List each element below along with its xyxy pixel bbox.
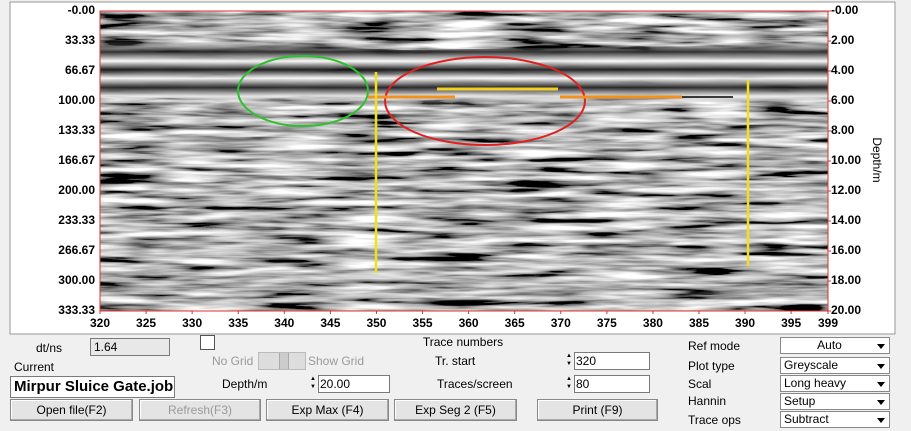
x-tick-label: 350 <box>366 316 386 330</box>
x-tick-label: 380 <box>643 316 663 330</box>
x-tick-label: 385 <box>689 316 709 330</box>
label: Plot type <box>688 359 735 373</box>
dropdown[interactable]: Auto <box>780 337 890 354</box>
label: Scal <box>688 377 711 391</box>
label: Current <box>14 360 54 374</box>
x-tick-label: 320 <box>90 316 110 330</box>
y-tick-label: 233.33 <box>58 213 95 227</box>
x-tick-label: 370 <box>551 316 571 330</box>
x-tick-label: 355 <box>413 316 433 330</box>
x-tick-label: 345 <box>320 316 340 330</box>
spinner[interactable]: ▲▼ <box>310 375 317 392</box>
x-tick-label: 375 <box>597 316 617 330</box>
slider[interactable] <box>258 352 306 370</box>
x-tick-label: 335 <box>228 316 248 330</box>
x-tick-label: 340 <box>274 316 294 330</box>
app-window: Trace numbers Depth/m -0.00 33.33 66.67 100… <box>0 0 911 431</box>
y-tick-label: 200.00 <box>58 183 95 197</box>
button[interactable]: Exp Max (F4) <box>266 399 389 421</box>
y-tick-label: -0.00 <box>68 3 96 17</box>
button[interactable]: Open file(F2) <box>10 399 133 421</box>
x-tick-label: 325 <box>136 316 156 330</box>
y-tick-label: 300.00 <box>58 273 95 287</box>
x-tick-label: 395 <box>781 316 801 330</box>
spinner[interactable]: ▲▼ <box>566 375 573 392</box>
label: Tr. start <box>435 354 475 368</box>
y-tick-label: 33.33 <box>65 33 95 47</box>
y-tick-label: -0.00 <box>831 3 859 17</box>
y-tick-label: 12.00 <box>831 183 861 197</box>
spinner[interactable]: ▲▼ <box>566 352 573 369</box>
x-tick-label: 365 <box>505 316 525 330</box>
text-field: 1.64 <box>90 338 170 356</box>
x-tick-label: 390 <box>735 316 755 330</box>
label: Depth/m <box>222 377 267 391</box>
y-tick-label: 14.00 <box>831 213 861 227</box>
y-tick-label: 2.00 <box>831 33 855 47</box>
y-tick-label: 10.00 <box>831 153 861 167</box>
label: Show Grid <box>308 354 364 368</box>
x-tick-label: 399 <box>818 316 838 330</box>
label: Ref mode <box>688 339 740 353</box>
text-field[interactable]: 320 <box>574 352 650 370</box>
dropdown[interactable]: Setup <box>780 393 890 410</box>
label: dt/ns <box>36 341 62 355</box>
checkbox[interactable] <box>200 335 215 350</box>
y-tick-label: 4.00 <box>831 63 855 77</box>
y-tick-label: 100.00 <box>58 93 95 107</box>
x-tick-label: 360 <box>459 316 479 330</box>
y-tick-label: 133.33 <box>58 123 95 137</box>
label: Traces/screen <box>437 377 513 391</box>
y-tick-label: 8.00 <box>831 123 855 137</box>
label: No Grid <box>212 354 253 368</box>
label: Trace ops <box>688 413 741 427</box>
button[interactable]: Exp Seg 2 (F5) <box>394 399 517 421</box>
file-field[interactable]: Mirpur Sluice Gate.job <box>10 376 175 398</box>
text-field[interactable]: 20.00 <box>318 375 390 393</box>
x-axis-title: Trace numbers <box>423 335 503 349</box>
y-tick-label: 266.67 <box>58 243 95 257</box>
y-tick-label: 18.00 <box>831 273 861 287</box>
x-tick-label: 330 <box>182 316 202 330</box>
button: Refresh(F3) <box>139 399 261 421</box>
text-field[interactable]: 80 <box>574 375 650 393</box>
label: Hannin <box>688 394 726 408</box>
dropdown[interactable]: Subtract <box>780 411 890 428</box>
dropdown[interactable]: Long heavy <box>780 375 890 392</box>
y-tick-label: 333.33 <box>58 303 95 317</box>
y-tick-label: 16.00 <box>831 243 861 257</box>
dropdown[interactable]: Greyscale <box>780 357 890 374</box>
reflection-band <box>100 40 828 106</box>
y-tick-label: 66.67 <box>65 63 95 77</box>
button[interactable]: Print (F9) <box>537 399 658 421</box>
y-tick-label: 6.00 <box>831 93 855 107</box>
y-tick-label: 166.67 <box>58 153 95 167</box>
y-tick-label: 20.00 <box>831 303 861 317</box>
y-axis-title: Depth/m <box>870 137 884 182</box>
